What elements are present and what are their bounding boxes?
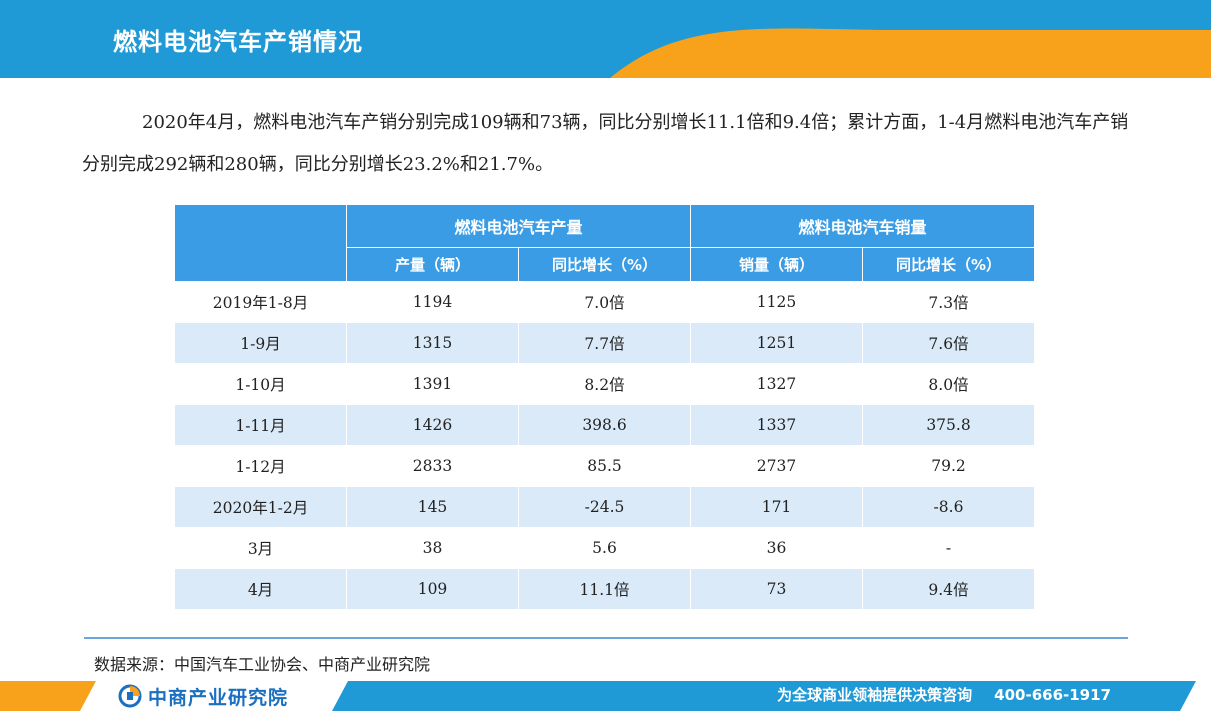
fuel-cell-vehicle-table: 燃料电池汽车产量 燃料电池汽车销量 产量（辆） 同比增长（%） 销量（辆） 同比… (174, 204, 1035, 610)
table-row: 4月 109 11.1倍 73 9.4倍 (174, 568, 1035, 610)
table-cell: 2833 (346, 445, 519, 487)
period-cell: 4月 (174, 568, 347, 610)
brand-logo-text: 中商产业研究院 (148, 686, 289, 709)
table-row: 1-10月 1391 8.2倍 1327 8.0倍 (174, 363, 1035, 405)
table-cell: 38 (346, 527, 519, 569)
table-row: 2019年1-8月 1194 7.0倍 1125 7.3倍 (174, 281, 1035, 323)
table-cell: 375.8 (862, 404, 1035, 446)
data-source-note: 数据来源：中国汽车工业协会、中商产业研究院 (94, 655, 431, 674)
header-banner: 燃料电池汽车产销情况 (0, 0, 1211, 78)
sales-group-header: 燃料电池汽车销量 (690, 204, 1035, 248)
table-row: 1-12月 2833 85.5 2737 79.2 (174, 445, 1035, 487)
column-header: 同比增长（%） (518, 247, 691, 282)
table-cell: 1337 (690, 404, 863, 446)
page-title: 燃料电池汽车产销情况 (113, 28, 363, 56)
table-cell: -8.6 (862, 486, 1035, 528)
table-cell: -24.5 (518, 486, 691, 528)
period-cell: 1-11月 (174, 404, 347, 446)
corner-header-cell (174, 204, 347, 282)
footer-background (0, 681, 1196, 711)
table-cell: 5.6 (518, 527, 691, 569)
intro-paragraph: 2020年4月，燃料电池汽车产销分别完成109辆和73辆，同比分别增长11.1倍… (82, 112, 1129, 175)
period-cell: 1-10月 (174, 363, 347, 405)
table-cell: 109 (346, 568, 519, 610)
table-cell: 171 (690, 486, 863, 528)
table-cell: 7.3倍 (862, 281, 1035, 323)
brand-logo-icon (118, 684, 142, 708)
table-row: 2020年1-2月 145 -24.5 171 -8.6 (174, 486, 1035, 528)
table-cell: 7.7倍 (518, 322, 691, 364)
slogan-text: 为全球商业领袖提供决策咨询 (777, 686, 973, 704)
table-cell: 1251 (690, 322, 863, 364)
table-cell: 145 (346, 486, 519, 528)
period-cell: 1-12月 (174, 445, 347, 487)
period-cell: 2020年1-2月 (174, 486, 347, 528)
header-background (0, 0, 1211, 78)
table-cell: 1315 (346, 322, 519, 364)
footer-bar (0, 681, 1211, 711)
period-cell: 3月 (174, 527, 347, 569)
table-cell: 9.4倍 (862, 568, 1035, 610)
table-cell: 8.2倍 (518, 363, 691, 405)
table-cell: 2737 (690, 445, 863, 487)
table-cell: 1125 (690, 281, 863, 323)
table-row: 3月 38 5.6 36 - (174, 527, 1035, 569)
table-cell: 1194 (346, 281, 519, 323)
phone-number: 400-666-1917 (994, 686, 1111, 704)
table-cell: 11.1倍 (518, 568, 691, 610)
table-cell: - (862, 527, 1035, 569)
table-cell: 7.0倍 (518, 281, 691, 323)
table-cell: 79.2 (862, 445, 1035, 487)
period-cell: 1-9月 (174, 322, 347, 364)
table-cell: 7.6倍 (862, 322, 1035, 364)
column-header: 销量（辆） (690, 247, 863, 282)
footer-slogan: 为全球商业领袖提供决策咨询 400-666-1917 (777, 684, 1111, 705)
production-group-header: 燃料电池汽车产量 (346, 204, 691, 248)
table-cell: 1327 (690, 363, 863, 405)
table-cell: 36 (690, 527, 863, 569)
table-cell: 85.5 (518, 445, 691, 487)
period-cell: 2019年1-8月 (174, 281, 347, 323)
table-cell: 398.6 (518, 404, 691, 446)
brand-logo: 中商产业研究院 (118, 684, 289, 709)
table-cell: 73 (690, 568, 863, 610)
table-cell: 1391 (346, 363, 519, 405)
table-cell: 1426 (346, 404, 519, 446)
table-row: 1-11月 1426 398.6 1337 375.8 (174, 404, 1035, 446)
table-row: 1-9月 1315 7.7倍 1251 7.6倍 (174, 322, 1035, 364)
table-cell: 8.0倍 (862, 363, 1035, 405)
divider-line (84, 637, 1128, 639)
column-header: 产量（辆） (346, 247, 519, 282)
column-header: 同比增长（%） (862, 247, 1035, 282)
